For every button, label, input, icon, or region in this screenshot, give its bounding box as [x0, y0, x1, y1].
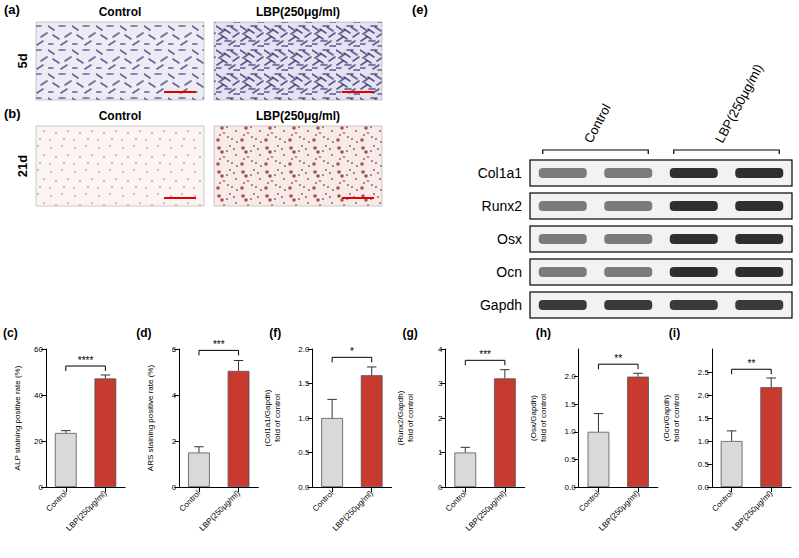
svg-text:1.5: 1.5 [698, 414, 710, 423]
svg-text:0.0: 0.0 [298, 483, 310, 492]
svg-text:5d: 5d [15, 53, 30, 68]
svg-text:0.5: 0.5 [298, 448, 310, 457]
svg-text:LBP(250μg/ml): LBP(250μg/ml) [464, 489, 508, 533]
svg-text:0: 0 [39, 483, 44, 492]
svg-text:0: 0 [172, 483, 177, 492]
svg-text:40: 40 [34, 391, 43, 400]
svg-text:20: 20 [34, 437, 43, 446]
svg-text:2.0: 2.0 [565, 372, 577, 381]
svg-text:**: ** [614, 353, 622, 364]
svg-text:LBP(250μg/ml): LBP(250μg/ml) [331, 489, 375, 533]
svg-text:ARS staining positive rate (%): ARS staining positive rate (%) [146, 365, 155, 472]
svg-text:LBP(250μg/ml): LBP(250μg/ml) [64, 489, 108, 533]
svg-text:1: 1 [438, 448, 443, 457]
svg-text:1.0: 1.0 [698, 437, 710, 446]
svg-text:4: 4 [438, 345, 443, 354]
svg-text:(f): (f) [269, 326, 281, 340]
svg-text:LBP(250μg/ml): LBP(250μg/ml) [256, 5, 340, 19]
svg-text:(b): (b) [4, 106, 21, 121]
svg-text:***: *** [213, 339, 225, 350]
svg-text:Control: Control [99, 5, 142, 19]
svg-text:1.5: 1.5 [565, 400, 577, 409]
svg-text:0.5: 0.5 [565, 455, 577, 464]
svg-text:(h): (h) [536, 326, 551, 340]
svg-text:2.5: 2.5 [698, 368, 710, 377]
svg-text:0.0: 0.0 [565, 483, 577, 492]
svg-text:0.5: 0.5 [698, 460, 710, 469]
svg-text:Runx2: Runx2 [482, 198, 523, 214]
svg-text:Control: Control [581, 101, 614, 145]
svg-text:Control: Control [178, 489, 203, 514]
svg-text:Col1a1: Col1a1 [478, 165, 523, 181]
svg-text:LBP(250μg/ml): LBP(250μg/ml) [256, 109, 340, 123]
svg-text:Control: Control [311, 489, 336, 514]
svg-text:1.0: 1.0 [565, 427, 577, 436]
svg-text:Control: Control [99, 109, 142, 123]
svg-text:**: ** [748, 358, 756, 369]
svg-text:LBP(250μg/ml): LBP(250μg/ml) [597, 489, 641, 533]
svg-text:3: 3 [438, 379, 443, 388]
svg-text:60: 60 [34, 345, 43, 354]
svg-text:*: * [350, 346, 354, 357]
svg-text:(e): (e) [412, 2, 428, 17]
svg-text:***: *** [479, 349, 491, 360]
svg-text:(d): (d) [136, 326, 151, 340]
svg-text:Control: Control [44, 489, 69, 514]
svg-text:Ocn: Ocn [496, 264, 522, 280]
svg-text:Osx: Osx [497, 231, 522, 247]
svg-text:2: 2 [438, 414, 443, 423]
svg-text:Control: Control [710, 489, 735, 514]
svg-text:fold of control: fold of control [406, 394, 415, 442]
svg-text:(g): (g) [403, 326, 418, 340]
svg-text:LBP(250μg/ml): LBP(250μg/ml) [730, 489, 774, 533]
svg-text:(Ocn/Gapdh): (Ocn/Gapdh) [662, 395, 671, 442]
svg-text:2.0: 2.0 [298, 345, 310, 354]
svg-text:LBP(250μg/ml): LBP(250μg/ml) [198, 489, 242, 533]
svg-text:fold of control: fold of control [273, 394, 282, 442]
svg-text:1.5: 1.5 [298, 379, 310, 388]
svg-text:Control: Control [444, 489, 469, 514]
svg-text:fold of control: fold of control [539, 394, 548, 442]
svg-text:ALP staining positive rate (%): ALP staining positive rate (%) [13, 365, 22, 470]
svg-text:2: 2 [172, 437, 177, 446]
svg-text:(Col1a1/Gapdh): (Col1a1/Gapdh) [263, 389, 272, 446]
svg-text:(c): (c) [3, 326, 18, 340]
svg-text:1.0: 1.0 [298, 414, 310, 423]
svg-text:****: **** [78, 355, 94, 366]
svg-text:LBP(250μg/ml): LBP(250μg/ml) [712, 62, 766, 146]
svg-text:21d: 21d [15, 155, 30, 177]
svg-text:Control: Control [577, 489, 602, 514]
svg-text:(Runx2/Gapdh): (Runx2/Gapdh) [396, 390, 405, 445]
svg-text:(i): (i) [669, 326, 680, 340]
svg-text:(a): (a) [4, 2, 20, 17]
svg-text:6: 6 [172, 345, 177, 354]
svg-text:(Osx/Gapdh): (Osx/Gapdh) [529, 395, 538, 441]
svg-text:0.0: 0.0 [698, 483, 710, 492]
svg-text:0: 0 [438, 483, 443, 492]
svg-text:Gapdh: Gapdh [480, 297, 522, 313]
svg-text:2.0: 2.0 [698, 391, 710, 400]
svg-text:4: 4 [172, 391, 177, 400]
svg-text:fold of control: fold of control [672, 394, 681, 442]
